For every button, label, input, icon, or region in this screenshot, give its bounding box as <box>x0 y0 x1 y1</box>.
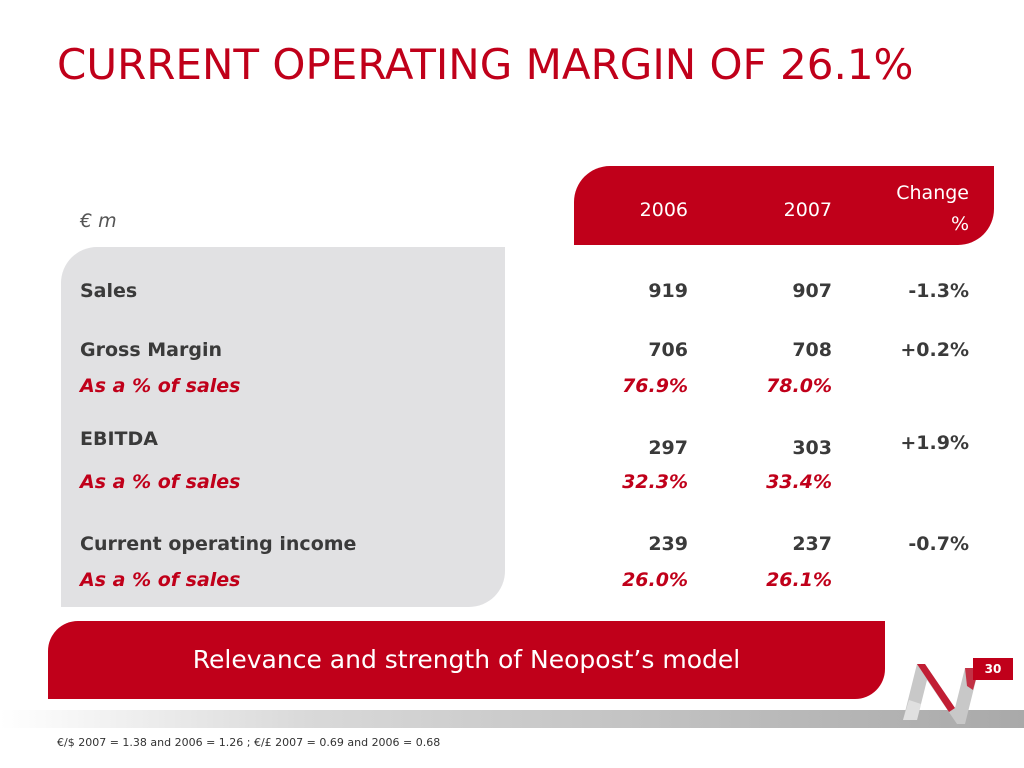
sales-2007: 907 <box>792 280 832 302</box>
coi-2007: 237 <box>792 533 832 555</box>
row-label-gross-margin-pct: As a % of sales <box>80 375 241 397</box>
gross-margin-pct-2007: 78.0% <box>766 375 832 397</box>
coi-change: -0.7% <box>908 533 969 555</box>
table-header-band <box>574 166 994 245</box>
ebitda-pct-2006: 32.3% <box>622 471 688 493</box>
row-label-current-operating-income: Current operating income <box>80 533 357 555</box>
page-number: 30 <box>973 658 1013 680</box>
ebitda-2006: 297 <box>648 437 688 459</box>
slide-title: CURRENT OPERATING MARGIN OF 26.1% <box>57 40 914 89</box>
footer-stripe <box>0 710 1024 728</box>
gross-margin-2006: 706 <box>648 339 688 361</box>
gross-margin-change: +0.2% <box>900 339 969 361</box>
sales-2006: 919 <box>648 280 688 302</box>
row-label-coi-pct: As a % of sales <box>80 569 241 591</box>
ebitda-pct-2007: 33.4% <box>766 471 832 493</box>
gross-margin-2007: 708 <box>792 339 832 361</box>
sales-change: -1.3% <box>908 280 969 302</box>
row-label-gross-margin: Gross Margin <box>80 339 222 361</box>
banner-text: Relevance and strength of Neopost’s mode… <box>192 645 741 674</box>
coi-pct-2006: 26.0% <box>622 569 688 591</box>
header-2006: 2006 <box>639 199 688 221</box>
header-change-line2: % <box>950 213 969 235</box>
row-label-panel <box>61 247 505 607</box>
ebitda-2007: 303 <box>792 437 832 459</box>
row-label-sales: Sales <box>80 280 138 302</box>
coi-pct-2007: 26.1% <box>766 569 832 591</box>
header-2007: 2007 <box>783 199 832 221</box>
row-label-ebitda-pct: As a % of sales <box>80 471 241 493</box>
header-change: Change % <box>896 178 969 240</box>
neopost-logo-icon <box>903 664 979 724</box>
row-label-ebitda: EBITDA <box>80 428 158 450</box>
header-change-line1: Change <box>896 182 969 204</box>
ebitda-change: +1.9% <box>900 432 969 454</box>
unit-label: € m <box>80 210 117 232</box>
message-banner <box>48 621 885 699</box>
gross-margin-pct-2006: 76.9% <box>622 375 688 397</box>
coi-2006: 239 <box>648 533 688 555</box>
footnote: €/$ 2007 = 1.38 and 2006 = 1.26 ; €/£ 20… <box>57 736 441 749</box>
